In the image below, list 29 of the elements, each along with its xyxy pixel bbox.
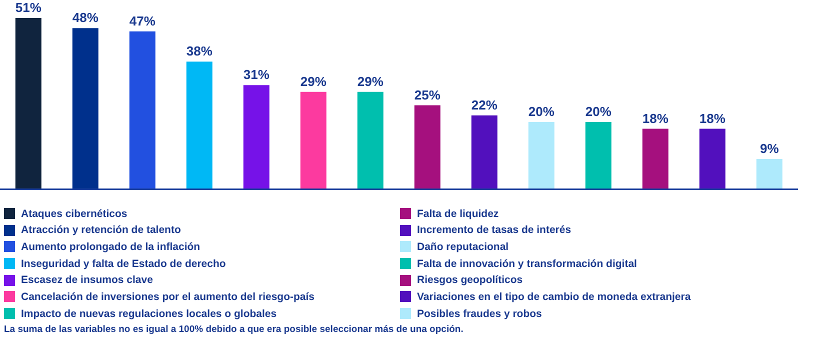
data-label: 18%: [699, 110, 726, 126]
legend-label: Inseguridad y falta de Estado de derecho: [21, 258, 226, 270]
data-label: 20%: [528, 104, 555, 120]
data-label: 22%: [471, 97, 498, 112]
data-label: 18%: [642, 110, 669, 126]
data-label: 25%: [414, 87, 441, 102]
legend-label: Ataques cibernéticos: [21, 208, 128, 220]
data-label: 31%: [243, 67, 270, 82]
data-label: 20%: [585, 104, 612, 120]
data-label: 38%: [186, 44, 213, 59]
legend-label: Aumento prolongado de la inflación: [21, 240, 200, 253]
data-label: 47%: [129, 13, 156, 28]
legend-label: Posibles fraudes y robos: [417, 308, 542, 320]
legend-label: Daño reputacional: [417, 240, 509, 253]
legend-label: Cancelación de inversiones por el aumento del riesgo-país: [21, 290, 315, 303]
legend-label: Riesgos geopolíticos: [417, 274, 523, 286]
data-label: 51%: [15, 0, 42, 15]
legend-label: Impacto de nuevas regulaciones locales o globales: [21, 308, 277, 320]
data-label: 29%: [357, 74, 384, 89]
data-label: 48%: [72, 10, 99, 26]
legend-label: Escasez de insumos clave: [21, 274, 153, 286]
legend-label: Falta de innovación y transformación digital: [417, 258, 637, 270]
legend-label: Falta de liquidez: [417, 208, 499, 220]
legend-label: Variaciones en el tipo de cambio de moneda extranjera: [417, 290, 691, 303]
data-label: 9%: [760, 140, 780, 156]
data-label: 29%: [300, 74, 327, 89]
text: La suma de las variables no es igual a 100% debido a que era posible seleccionar más de una opción.: [3, 324, 464, 335]
legend-label: Atracción y retención de talento: [21, 224, 181, 236]
legend-label: Incremento de tasas de interés: [417, 224, 572, 236]
